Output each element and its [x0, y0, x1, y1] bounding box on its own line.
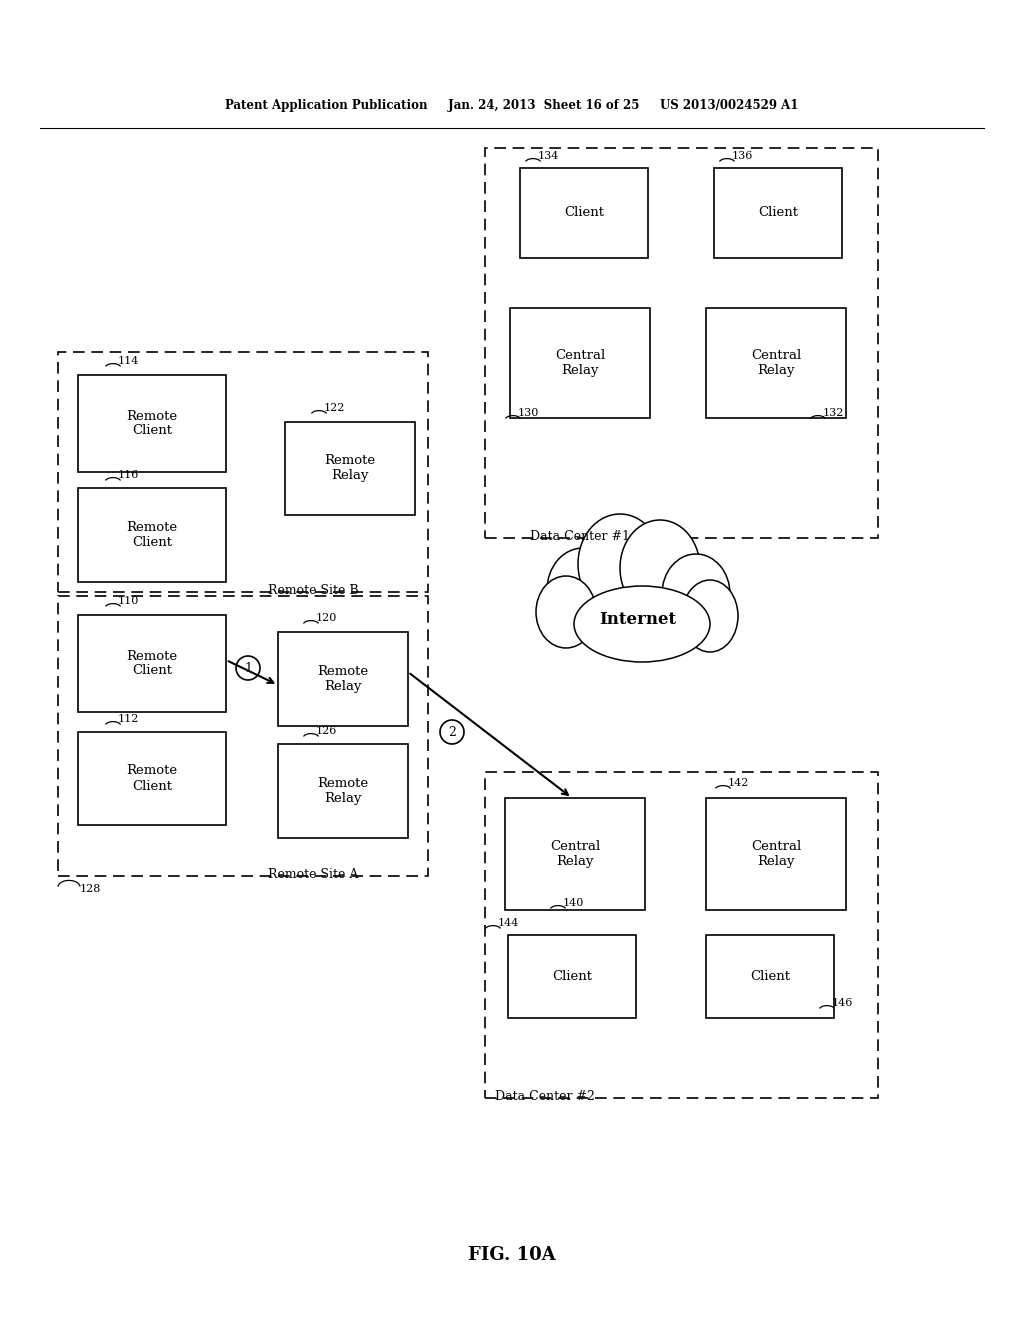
Text: 116: 116 — [118, 470, 139, 480]
Text: Central
Relay: Central Relay — [751, 840, 801, 869]
Text: 132: 132 — [823, 408, 845, 418]
Text: 130: 130 — [518, 408, 540, 418]
Text: Remote
Relay: Remote Relay — [325, 454, 376, 483]
Ellipse shape — [574, 586, 710, 663]
Text: 134: 134 — [538, 150, 559, 161]
Text: Client: Client — [758, 206, 798, 219]
Text: 112: 112 — [118, 714, 139, 723]
Text: 120: 120 — [316, 612, 337, 623]
Text: 140: 140 — [563, 898, 585, 908]
Bar — [520, 168, 648, 257]
Text: Remote
Client: Remote Client — [126, 764, 177, 792]
Bar — [58, 597, 428, 876]
Text: Central
Relay: Central Relay — [550, 840, 600, 869]
Bar — [508, 935, 636, 1018]
Bar — [78, 375, 226, 473]
Bar — [278, 632, 408, 726]
Text: 142: 142 — [728, 777, 750, 788]
Text: Patent Application Publication     Jan. 24, 2013  Sheet 16 of 25     US 2013/002: Patent Application Publication Jan. 24, … — [225, 99, 799, 111]
Text: Central
Relay: Central Relay — [751, 348, 801, 378]
Bar — [278, 744, 408, 838]
Bar — [706, 308, 846, 418]
Bar — [58, 352, 428, 591]
Bar — [706, 935, 834, 1018]
Ellipse shape — [682, 579, 738, 652]
Bar — [78, 488, 226, 582]
Bar — [714, 168, 842, 257]
Bar — [485, 772, 878, 1098]
Bar — [78, 733, 226, 825]
Text: 126: 126 — [316, 726, 337, 737]
Text: 2: 2 — [449, 726, 456, 738]
Text: Client: Client — [552, 970, 592, 983]
Ellipse shape — [536, 576, 596, 648]
Text: Remote
Relay: Remote Relay — [317, 665, 369, 693]
Text: Client: Client — [564, 206, 604, 219]
Text: 128: 128 — [80, 884, 101, 894]
Bar — [285, 422, 415, 515]
Bar — [505, 799, 645, 909]
Text: Remote
Client: Remote Client — [126, 649, 177, 677]
Bar — [485, 148, 878, 539]
Text: Data Center #2: Data Center #2 — [495, 1090, 595, 1104]
Text: 146: 146 — [831, 998, 853, 1008]
Text: Client: Client — [750, 970, 790, 983]
Ellipse shape — [547, 548, 618, 632]
Bar — [510, 308, 650, 418]
Bar — [78, 615, 226, 711]
Text: 110: 110 — [118, 597, 139, 606]
Text: 114: 114 — [118, 356, 139, 366]
Bar — [706, 799, 846, 909]
Text: Remote
Client: Remote Client — [126, 409, 177, 437]
Text: Data Center #1: Data Center #1 — [530, 531, 630, 543]
Text: FIG. 10A: FIG. 10A — [468, 1246, 556, 1265]
Ellipse shape — [620, 520, 700, 616]
Text: 136: 136 — [732, 150, 754, 161]
Text: 1: 1 — [244, 661, 252, 675]
Text: 122: 122 — [324, 403, 345, 413]
Text: Central
Relay: Central Relay — [555, 348, 605, 378]
Text: Internet: Internet — [599, 611, 677, 628]
Text: Remote
Client: Remote Client — [126, 521, 177, 549]
Ellipse shape — [578, 513, 662, 614]
Text: Remote Site B: Remote Site B — [268, 583, 358, 597]
Text: 144: 144 — [498, 917, 519, 928]
Text: Remote
Relay: Remote Relay — [317, 777, 369, 805]
Ellipse shape — [662, 554, 730, 634]
Text: Remote Site A: Remote Site A — [268, 869, 358, 880]
